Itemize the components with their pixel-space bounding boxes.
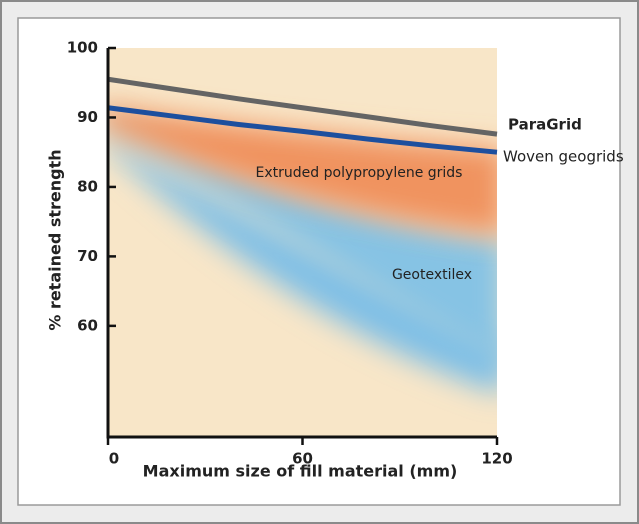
annotation: Extruded polypropylene grids (256, 165, 463, 181)
annotation: Geotextilex (392, 267, 472, 283)
geotextile-region (108, 139, 497, 393)
series-line (107, 76, 498, 137)
y-tick-label: 80 (77, 177, 98, 195)
extruded-region (108, 106, 497, 235)
y-tick-label: 100 (67, 39, 98, 57)
series-label: Woven geogrids (503, 148, 624, 166)
series-label: ParaGrid (508, 116, 582, 134)
geotextile-region-core (108, 118, 497, 366)
x-tick-label: 0 (109, 450, 119, 468)
x-tick-label: 60 (292, 450, 313, 468)
y-tick-label: 70 (77, 247, 98, 265)
y-tick-label: 90 (77, 108, 98, 126)
regions (108, 106, 497, 393)
series-line (107, 105, 498, 155)
y-tick-label: 60 (77, 316, 98, 334)
x-tick-label: 120 (481, 450, 512, 468)
y-axis-label: % retained strength (46, 149, 65, 330)
x-axis-label: Maximum size of fill material (mm) (143, 462, 458, 481)
